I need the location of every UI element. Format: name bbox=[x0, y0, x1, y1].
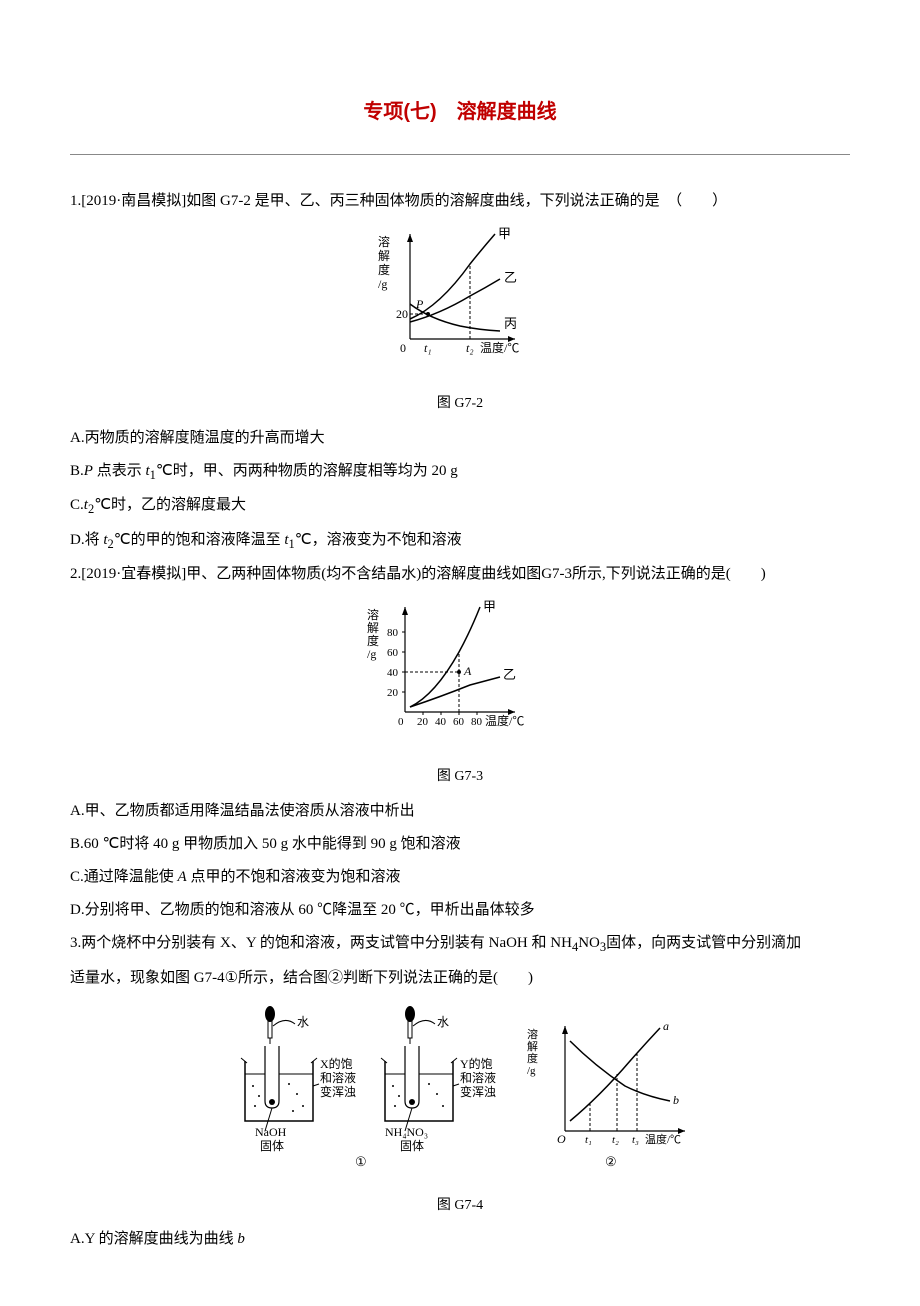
q1-figure: P 甲 乙 丙 20 0 t₁ t₂ 溶 解 度 /g 温度/℃ 图 G7-2 bbox=[70, 224, 850, 420]
circ2: ② bbox=[605, 1154, 617, 1169]
water-label-2: 水 bbox=[437, 1015, 449, 1029]
yl-c: 度 bbox=[527, 1051, 538, 1065]
zero: 0 bbox=[400, 341, 406, 355]
lbl-O: O bbox=[557, 1132, 566, 1146]
q1-optD: D.将 t2℃的甲的饱和溶液降温至 t1℃，溶液变为不饱和溶液 bbox=[70, 524, 850, 559]
y-lab2: 和溶液 bbox=[460, 1070, 496, 1085]
naoh-2: 固体 bbox=[260, 1139, 284, 1153]
yt40: 40 bbox=[387, 667, 399, 679]
xt40: 40 bbox=[435, 716, 447, 728]
page-title: 专项(七) 溶解度曲线 bbox=[70, 90, 850, 134]
q2-optB: B.60 ℃时将 40 g 甲物质加入 50 g 水中能得到 90 g 饱和溶液 bbox=[70, 828, 850, 861]
q1-figcap: 图 G7-2 bbox=[70, 389, 850, 420]
label-jia2: 甲 bbox=[483, 599, 496, 614]
xt60: 60 bbox=[453, 716, 465, 728]
ylabel-2: 解 bbox=[378, 249, 390, 263]
lbl-b: b bbox=[673, 1093, 679, 1107]
xl2: 温度/℃ bbox=[485, 713, 524, 728]
ytick-20: 20 bbox=[396, 307, 408, 321]
y-lab1: Y的饱 bbox=[460, 1056, 493, 1071]
q1-stem: 1.[2019·南昌模拟]如图 G7-2 是甲、乙、丙三种固体物质的溶解度曲线，… bbox=[70, 185, 850, 218]
xlabel: 温度/℃ bbox=[480, 340, 519, 355]
label-yi: 乙 bbox=[504, 270, 517, 285]
circ1: ① bbox=[355, 1154, 367, 1169]
nh4-2: 固体 bbox=[400, 1139, 424, 1153]
divider bbox=[70, 154, 850, 155]
yl2: 解 bbox=[367, 621, 379, 635]
xl3: 温度/℃ bbox=[645, 1132, 681, 1146]
xt80: 80 bbox=[471, 716, 483, 728]
yl-d: /g bbox=[527, 1065, 536, 1077]
yl4: /g bbox=[367, 647, 376, 661]
q2-figcap: 图 G7-3 bbox=[70, 762, 850, 793]
xt20: 20 bbox=[417, 716, 429, 728]
q1-optB: B.P 点表示 t1℃时，甲、丙两种物质的溶解度相等均为 20 g bbox=[70, 455, 850, 490]
q3-optA: A.Y 的溶解度曲线为曲线 b bbox=[70, 1223, 850, 1256]
naoh-1: NaOH bbox=[255, 1125, 287, 1139]
q2-optD: D.分别将甲、乙物质的饱和溶液从 60 ℃降温至 20 ℃，甲析出晶体较多 bbox=[70, 894, 850, 927]
q2-stem: 2.[2019·宜春模拟]甲、乙两种固体物质(均不含结晶水)的溶解度曲线如图G7… bbox=[70, 558, 850, 591]
label-P: P bbox=[415, 297, 424, 311]
q1-optA: A.丙物质的溶解度随温度的升高而增大 bbox=[70, 422, 850, 455]
x-lab2: 和溶液 bbox=[320, 1070, 356, 1085]
lbl-t2: t₂ bbox=[612, 1134, 619, 1146]
yl3: 度 bbox=[367, 633, 379, 648]
x-lab3: 变浑浊 bbox=[320, 1084, 356, 1099]
label-yi2: 乙 bbox=[503, 667, 516, 682]
xtick-t1: t₁ bbox=[424, 341, 432, 355]
q2-optC: C.通过降温能使 A 点甲的不饱和溶液变为饱和溶液 bbox=[70, 861, 850, 894]
q2-figure: 20 40 60 80 20 40 60 80 0 A 甲 乙 溶 解 度 /g… bbox=[70, 597, 850, 793]
y-lab3: 变浑浊 bbox=[460, 1084, 496, 1099]
label-jia: 甲 bbox=[498, 226, 511, 241]
label-bing: 丙 bbox=[504, 316, 517, 331]
xtick-t2: t₂ bbox=[466, 341, 474, 355]
label-A: A bbox=[463, 664, 472, 678]
lbl-a: a bbox=[663, 1019, 669, 1033]
yt80: 80 bbox=[387, 627, 399, 639]
yt60: 60 bbox=[387, 647, 399, 659]
q2-optA: A.甲、乙物质都适用降温结晶法使溶质从溶液中析出 bbox=[70, 795, 850, 828]
lbl-t3: t₃ bbox=[632, 1134, 639, 1146]
q3-stem-line2: 适量水，现象如图 G7-4①所示，结合图②判断下列说法正确的是( ) bbox=[70, 962, 850, 995]
zero2: 0 bbox=[398, 716, 404, 728]
x-lab1: X的饱 bbox=[320, 1056, 353, 1071]
q1-optC: C.t2℃时，乙的溶解度最大 bbox=[70, 489, 850, 524]
q3-figcap: 图 G7-4 bbox=[70, 1191, 850, 1222]
q3-stem-line1: 3.两个烧杯中分别装有 X、Y 的饱和溶液，两支试管中分别装有 NaOH 和 N… bbox=[70, 927, 850, 962]
ylabel-1: 溶 bbox=[378, 234, 390, 249]
lbl-t1: t₁ bbox=[585, 1134, 592, 1146]
ylabel-4: /g bbox=[378, 277, 387, 291]
water-label-1: 水 bbox=[297, 1015, 309, 1029]
q3-figure: 水 X的饱 和溶液 变浑浊 NaOH 固体 水 bbox=[70, 1001, 850, 1222]
ylabel-3: 度 bbox=[378, 262, 390, 277]
yl1: 溶 bbox=[367, 607, 379, 622]
yt20: 20 bbox=[387, 687, 399, 699]
yl-a: 溶 bbox=[527, 1027, 538, 1041]
yl-b: 解 bbox=[527, 1039, 538, 1053]
